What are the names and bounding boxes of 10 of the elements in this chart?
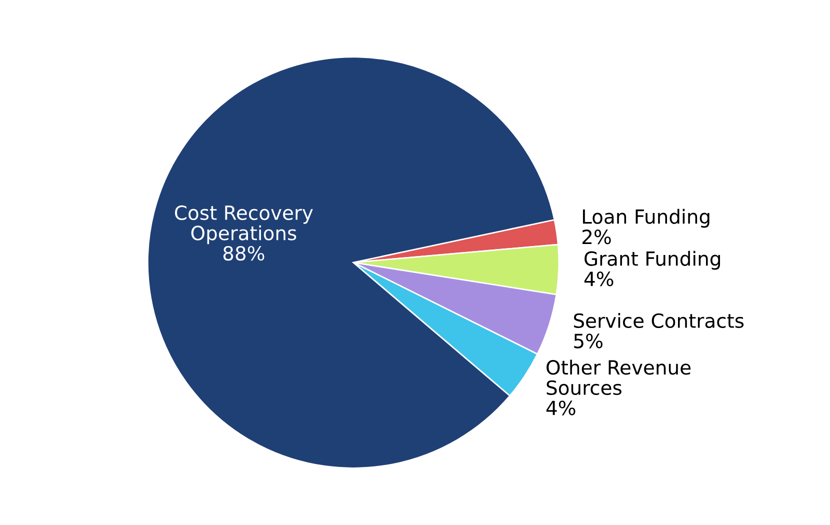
slice-label: Grant Funding — [584, 250, 720, 270]
data-label: 88% — [223, 246, 264, 261]
slice-label: Cost Recovery Operations — [174, 205, 313, 244]
slice-label: Service Contracts — [574, 312, 744, 328]
data-label: 4% — [584, 272, 614, 286]
slice-label: Other Revenue Sources — [546, 360, 691, 396]
data-label: 5% — [574, 334, 602, 348]
slice-label: Loan Funding — [582, 208, 710, 228]
data-label: 4% — [546, 400, 576, 416]
data-label: 2% — [582, 230, 611, 244]
